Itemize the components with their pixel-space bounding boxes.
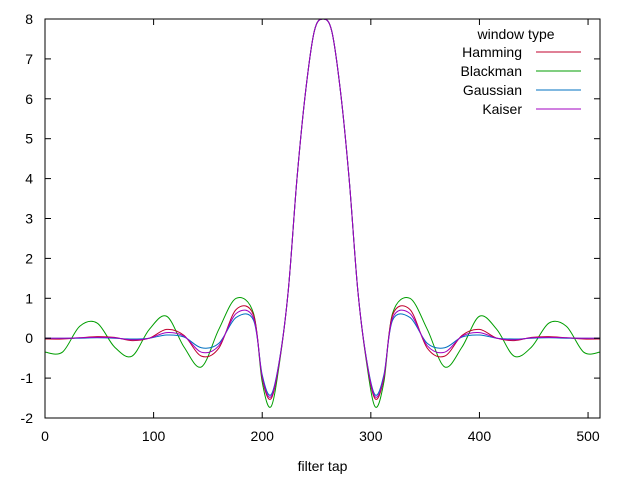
axis-ticks: 0 100 200 300 400 500 -2 -1 0 1 2 3 4 5 6 7 8 — [21, 11, 600, 444]
y-tick-label: 2 — [25, 250, 33, 266]
y-tick-label: 0 — [25, 330, 33, 346]
x-tick-label: 100 — [142, 428, 166, 444]
legend-label-blackman: Blackman — [461, 63, 522, 79]
y-tick-label: 3 — [25, 211, 33, 227]
legend-title: window type — [476, 26, 554, 42]
x-tick-label: 300 — [359, 428, 383, 444]
x-tick-label: 500 — [576, 428, 600, 444]
y-tick-label: 7 — [25, 51, 33, 67]
legend: window type Hamming Blackman Gaussian Kaise… — [461, 26, 581, 117]
legend-label-hamming: Hamming — [462, 44, 522, 60]
y-tick-label: 5 — [25, 131, 33, 147]
x-tick-label: 400 — [468, 428, 492, 444]
y-tick-label: 6 — [25, 91, 33, 107]
y-tick-label: -1 — [21, 370, 34, 386]
y-tick-label: 4 — [25, 171, 33, 187]
x-tick-label: 200 — [251, 428, 275, 444]
x-axis-label: filter tap — [298, 458, 348, 474]
x-tick-label: 0 — [41, 428, 49, 444]
y-tick-label: -2 — [21, 410, 34, 426]
y-tick-label: 8 — [25, 11, 33, 27]
y-tick-label: 1 — [25, 290, 33, 306]
legend-label-kaiser: Kaiser — [482, 101, 522, 117]
legend-label-gaussian: Gaussian — [463, 82, 522, 98]
